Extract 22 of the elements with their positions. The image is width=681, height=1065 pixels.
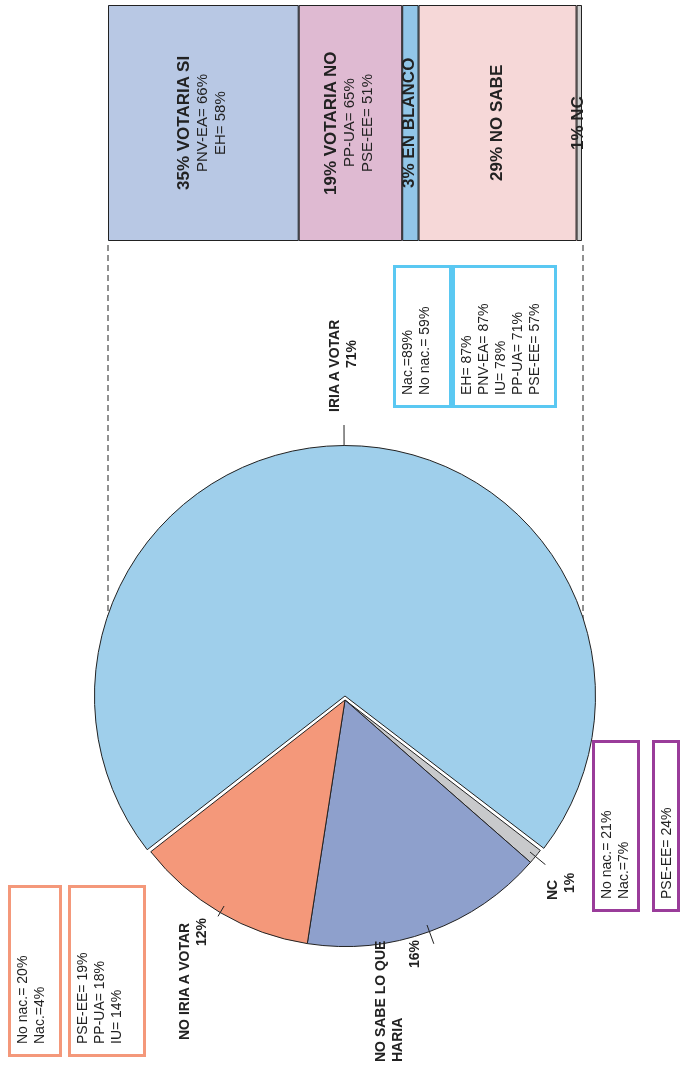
text: No nac.= 21% Nac.=7% — [592, 740, 640, 912]
text: No nac.= 20% Nac.=4% — [8, 885, 62, 1057]
series-label: VOTARIA SI — [174, 55, 194, 152]
series-label: VOTARIA NO — [321, 51, 341, 157]
text: PSE-EE= 24% — [652, 740, 680, 912]
slice-label: NO SABE LO QUE HARIA — [372, 940, 406, 1062]
annotation: PNV-EA= 66% — [193, 73, 212, 174]
series-label: NO SABE — [486, 64, 506, 143]
data-label: 12% — [193, 918, 210, 949]
data-label: 35% — [174, 156, 194, 191]
series-label: EN BLANCO — [399, 57, 419, 159]
slice-label: NO IRIA A VOTAR — [176, 921, 193, 1040]
annotation: PP-UA= 65% — [340, 77, 359, 170]
data-label: 19% — [321, 160, 341, 195]
data-label: 16% — [406, 940, 423, 971]
annotation: PSE-EE= 51% — [358, 73, 377, 174]
data-label: 29% — [486, 147, 506, 182]
data-label: 1% — [561, 871, 578, 896]
slice-label: NC — [544, 878, 561, 900]
annotation: EH= 58% — [211, 90, 230, 157]
data-label: 3% — [399, 163, 419, 189]
text: PSE-EE= 19% PP-UA= 18% IU= 14% — [68, 885, 146, 1057]
